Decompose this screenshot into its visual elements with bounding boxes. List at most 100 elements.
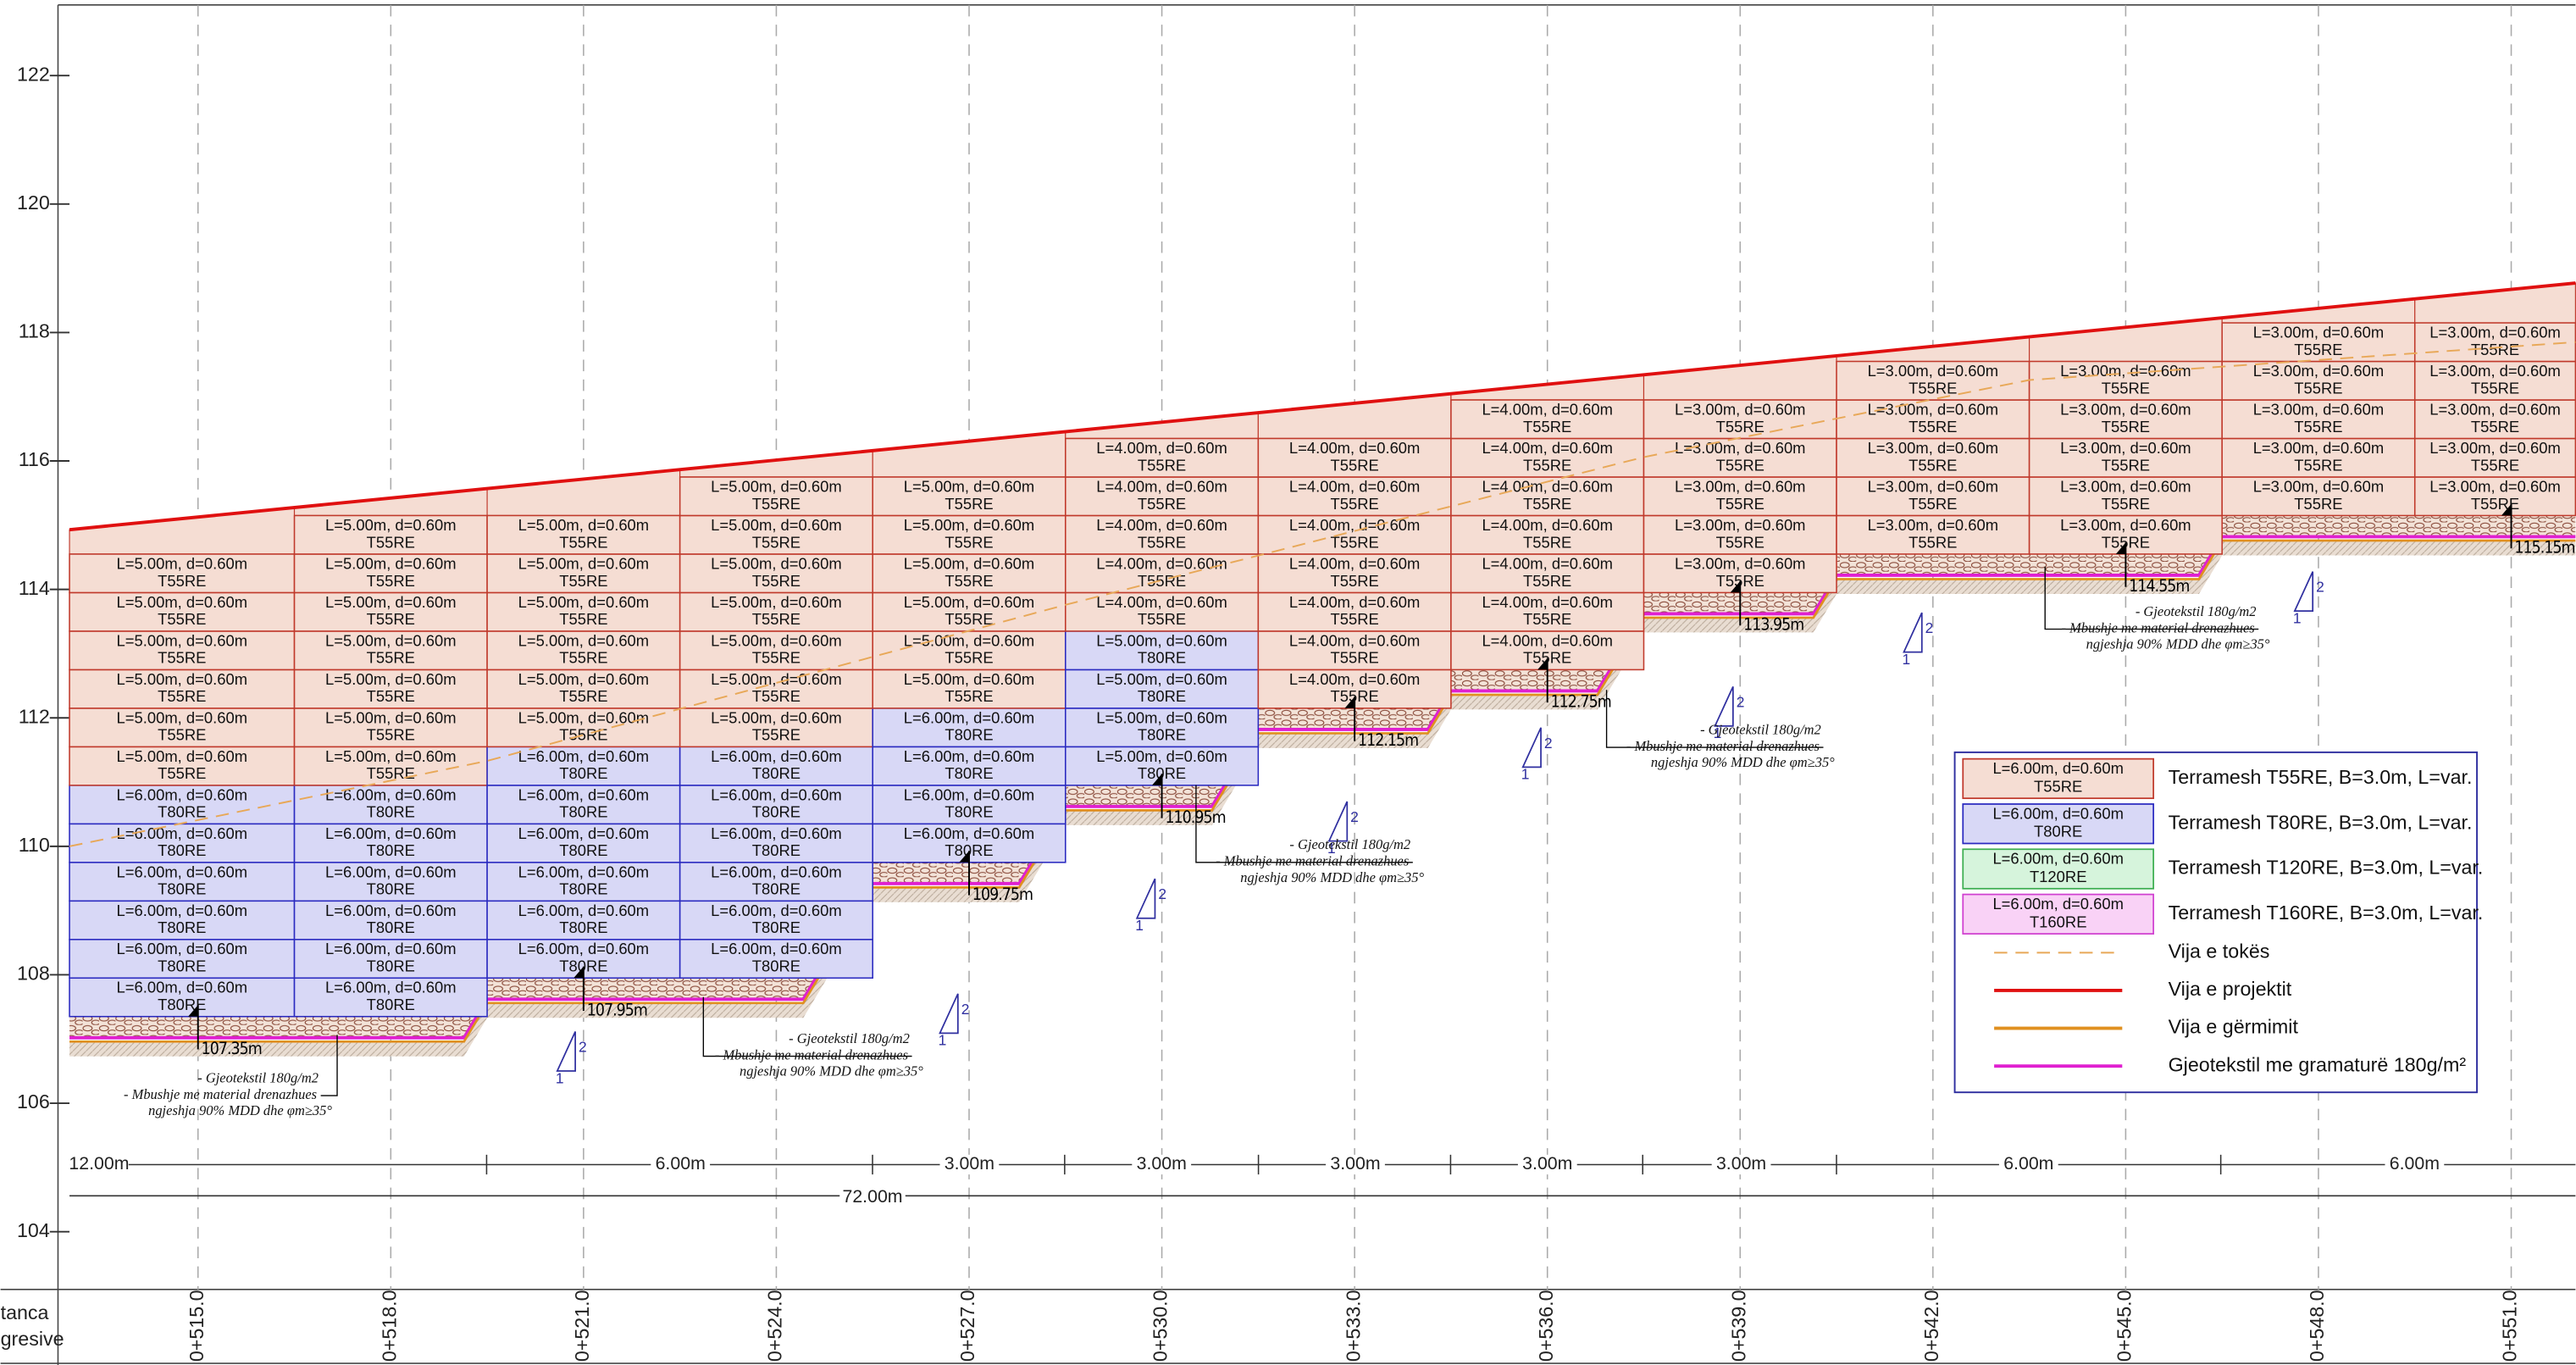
block-length: L=5.00m, d=0.60m (117, 593, 248, 611)
dimension-label: 3.00m (1137, 1153, 1187, 1174)
block-length: L=5.00m, d=0.60m (325, 631, 457, 649)
y-tick-label: 120 (17, 191, 50, 214)
block-length: L=4.00m, d=0.60m (1096, 593, 1227, 611)
slope-run: 2 (579, 1038, 587, 1055)
slope-run: 2 (2316, 579, 2324, 596)
block-type: T55RE (752, 572, 800, 590)
block-type: T55RE (1523, 456, 1571, 474)
legend-label: Terramesh T80RE, B=3.0m, L=var. (2169, 811, 2473, 833)
block-type: T55RE (2471, 495, 2519, 513)
block-type: T55RE (945, 495, 993, 513)
dimension-label: 3.00m (1716, 1153, 1766, 1174)
block-type: T80RE (559, 764, 607, 782)
block-length: L=6.00m, d=0.60m (325, 940, 457, 957)
block-type: T55RE (559, 610, 607, 628)
level-label: 110.95m (1165, 807, 1225, 827)
block-type: T80RE (945, 764, 993, 782)
block-type: T80RE (158, 880, 206, 898)
block-type: T55RE (2294, 341, 2342, 358)
note-line: - Mbushje me material drenazhues (2062, 619, 2255, 635)
block-type: T55RE (2102, 379, 2150, 397)
dimension-label: 72.00m (842, 1186, 902, 1207)
block-type: T55RE (367, 610, 415, 628)
block-type: T80RE (945, 803, 993, 821)
block-type: T55RE (559, 687, 607, 705)
slope-run: 2 (1925, 619, 1934, 636)
block-length: L=5.00m, d=0.60m (711, 516, 842, 534)
block-type: T55RE (752, 726, 800, 744)
block-type: T55RE (1138, 572, 1186, 590)
y-tick-label: 114 (19, 577, 50, 599)
block-length: L=6.00m, d=0.60m (518, 863, 650, 880)
block-type: T55RE (1716, 495, 1764, 513)
note-line: - Gjeotekstil 180g/m2 (197, 1069, 319, 1085)
block-type: T80RE (559, 918, 607, 936)
block-type: T80RE (1138, 687, 1186, 705)
block-length: L=6.00m, d=0.60m (117, 979, 248, 996)
slope-run: 2 (1544, 735, 1553, 752)
block-length: L=6.00m, d=0.60m (518, 940, 650, 957)
dimension-label: 3.00m (945, 1153, 994, 1174)
block-type: T55RE (1138, 610, 1186, 628)
legend: L=6.00m, d=0.60mT55RETerramesh T55RE, B=… (1955, 752, 2484, 1092)
block-length: L=5.00m, d=0.60m (711, 477, 842, 495)
y-tick-label: 118 (19, 320, 50, 342)
legend-label: Vija e tokës (2169, 941, 2270, 963)
legend-swatch-length: L=6.00m, d=0.60m (1992, 850, 2124, 868)
block-length: L=5.00m, d=0.60m (711, 708, 842, 726)
block-type: T55RE (2102, 456, 2150, 474)
block-type: T55RE (559, 649, 607, 667)
level-label: 115.15m (2514, 538, 2574, 558)
note-line: - Mbushje me material drenazhues (124, 1086, 317, 1102)
station-label: 0+542.0 (1920, 1290, 1942, 1362)
block-type: T55RE (1523, 495, 1571, 513)
block-length: L=5.00m, d=0.60m (518, 554, 650, 572)
block-length: L=3.00m, d=0.60m (2429, 477, 2561, 495)
block-length: L=4.00m, d=0.60m (1482, 631, 1613, 649)
dimension-label: 6.00m (2390, 1153, 2440, 1174)
block-type: T55RE (367, 726, 415, 744)
block-type: T55RE (158, 610, 206, 628)
dimension-label: 3.00m (1522, 1153, 1572, 1174)
y-tick-label: 104 (17, 1219, 50, 1241)
block-length: L=4.00m, d=0.60m (1289, 670, 1421, 688)
block-type: T55RE (1523, 610, 1571, 628)
block-length: L=4.00m, d=0.60m (1096, 439, 1227, 457)
block-type: T55RE (945, 572, 993, 590)
note-line: ngjeshja 90% MDD dhe φm≥35° (2086, 636, 2270, 652)
dimension-label: 6.00m (2003, 1153, 2053, 1174)
note-line: ngjeshja 90% MDD dhe φm≥35° (1651, 754, 1835, 770)
block-type: T55RE (1523, 572, 1571, 590)
note-line: - Mbushje me material drenazhues (715, 1046, 908, 1063)
dimension-label: 3.00m (1330, 1153, 1380, 1174)
station-label: 0+539.0 (1727, 1290, 1749, 1362)
legend-swatch-length: L=6.00m, d=0.60m (1992, 804, 2124, 822)
block-type: T55RE (752, 610, 800, 628)
station-label: 0+545.0 (2113, 1290, 2136, 1362)
block-length: L=3.00m, d=0.60m (1868, 439, 1999, 457)
block-type: T80RE (559, 880, 607, 898)
block-type: T80RE (367, 957, 415, 975)
legend-swatch-type: T120RE (2030, 868, 2087, 885)
block-type: T55RE (1908, 495, 1957, 513)
block-type: T55RE (1908, 533, 1957, 551)
block-length: L=6.00m, d=0.60m (904, 708, 1035, 726)
block-type: T80RE (367, 841, 415, 859)
legend-label: Terramesh T55RE, B=3.0m, L=var. (2169, 766, 2473, 788)
block-type: T80RE (752, 841, 800, 859)
block-length: L=6.00m, d=0.60m (904, 785, 1035, 803)
block-type: T55RE (1716, 456, 1764, 474)
legend-label: Terramesh T120RE, B=3.0m, L=var. (2169, 857, 2484, 879)
block-length: L=5.00m, d=0.60m (325, 747, 457, 765)
block-length: L=5.00m, d=0.60m (1096, 670, 1227, 688)
station-label: 0+548.0 (2306, 1290, 2328, 1362)
block-length: L=4.00m, d=0.60m (1482, 439, 1613, 457)
block-length: L=4.00m, d=0.60m (1482, 477, 1613, 495)
block-length: L=5.00m, d=0.60m (325, 708, 457, 726)
station-label: 0+533.0 (1342, 1290, 1364, 1362)
block-type: T55RE (1908, 418, 1957, 436)
block-length: L=3.00m, d=0.60m (2429, 324, 2561, 341)
slope-rise: 1 (556, 1069, 564, 1086)
block-type: T55RE (367, 764, 415, 782)
block-length: L=6.00m, d=0.60m (904, 824, 1035, 842)
